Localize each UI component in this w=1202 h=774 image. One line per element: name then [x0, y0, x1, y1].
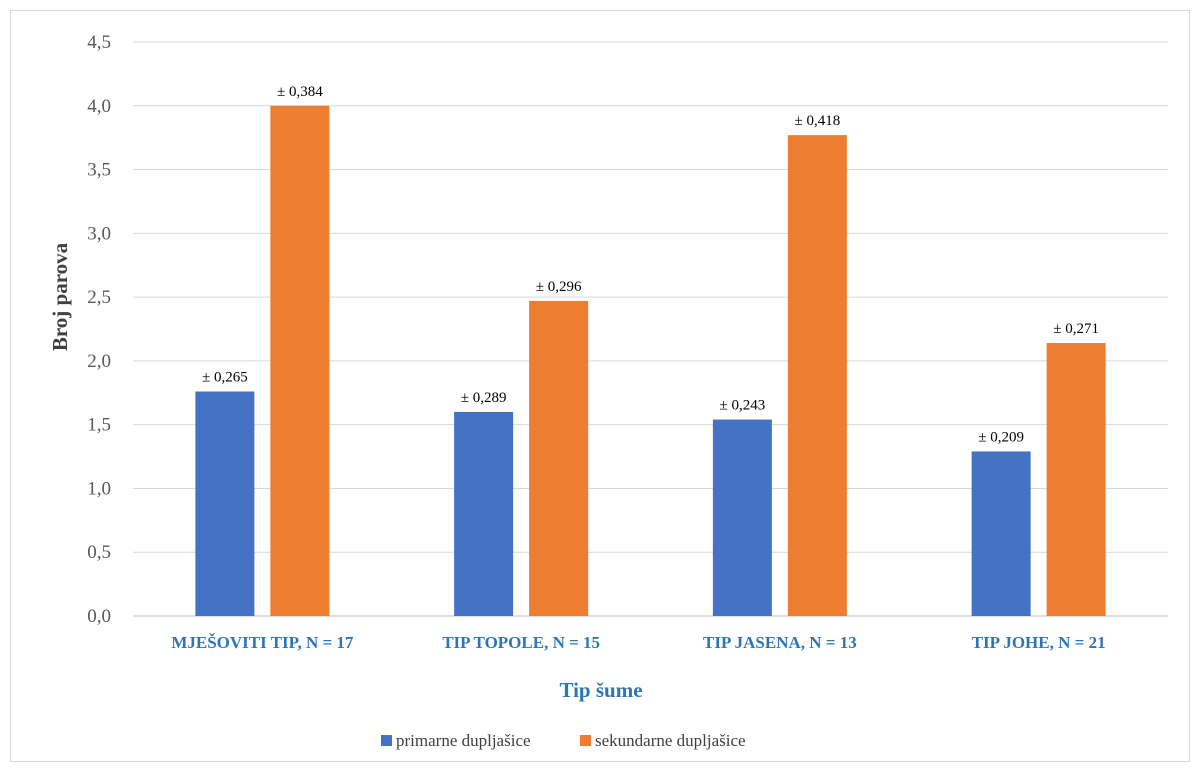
bar — [712, 419, 772, 616]
bar — [1046, 343, 1106, 616]
category-label: TIP TOPOLE, N = 15 — [442, 633, 600, 652]
category-label: MJEŠOVITI TIP, N = 17 — [171, 633, 354, 652]
legend-label: sekundarne dupljašice — [595, 731, 746, 750]
y-tick-label: 3,0 — [87, 223, 111, 244]
bar — [270, 105, 330, 617]
data-label: ± 0,296 — [536, 279, 582, 295]
category-label: TIP JOHE, N = 21 — [972, 633, 1106, 652]
y-tick-label: 1,5 — [87, 415, 111, 436]
bar — [529, 300, 589, 616]
legend: primarne dupljašice sekundarne dupljašice — [381, 731, 746, 750]
y-tick-label: 4,5 — [87, 32, 111, 53]
data-label: ± 0,243 — [720, 398, 766, 414]
bars — [195, 105, 1106, 617]
bar — [787, 135, 847, 617]
legend-swatch — [381, 735, 392, 746]
data-labels: ± 0,265 ± 0,384 ± 0,289 ± 0,296 ± 0,243 ± 0,4… — [202, 84, 1099, 446]
y-axis-title: Broj parova — [48, 242, 72, 351]
category-label: TIP JASENA, N = 13 — [703, 633, 857, 652]
data-label: ± 0,418 — [795, 113, 841, 129]
data-label: ± 0,209 — [978, 429, 1024, 445]
chart-frame — [10, 10, 1190, 762]
data-label: ± 0,271 — [1053, 321, 1099, 337]
data-label: ± 0,289 — [461, 390, 507, 406]
bar — [454, 411, 514, 616]
y-axis-ticks: 0,0 0,5 1,0 1,5 2,0 2,5 3,0 3,5 4,0 4,5 — [87, 32, 111, 627]
bar — [971, 451, 1031, 616]
y-tick-label: 0,0 — [87, 606, 111, 627]
legend-swatch — [580, 735, 591, 746]
y-tick-label: 2,5 — [87, 287, 111, 308]
y-tick-label: 4,0 — [87, 96, 111, 117]
bar — [195, 391, 255, 616]
y-tick-label: 2,0 — [87, 351, 111, 372]
y-tick-label: 1,0 — [87, 478, 111, 499]
y-tick-label: 3,5 — [87, 160, 111, 181]
legend-label: primarne dupljašice — [396, 731, 531, 750]
x-axis-title: Tip šume — [559, 678, 642, 702]
x-axis-categories: MJEŠOVITI TIP, N = 17 TIP TOPOLE, N = 15 T… — [171, 633, 1105, 652]
y-tick-label: 0,5 — [87, 542, 111, 563]
data-label: ± 0,384 — [277, 84, 323, 100]
data-label: ± 0,265 — [202, 370, 248, 386]
